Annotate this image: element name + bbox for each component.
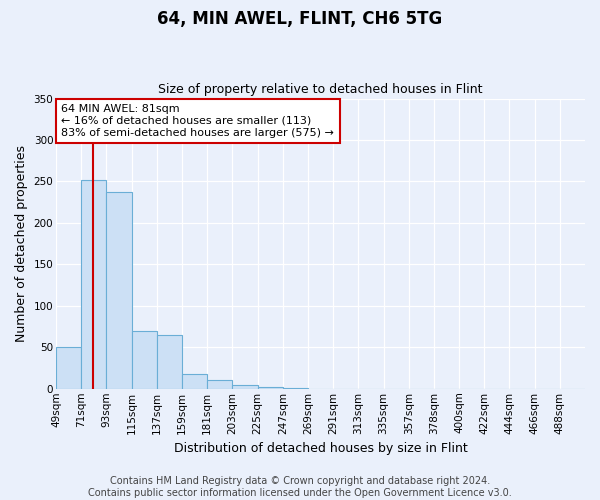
Text: 64, MIN AWEL, FLINT, CH6 5TG: 64, MIN AWEL, FLINT, CH6 5TG [157, 10, 443, 28]
Bar [207, 380, 232, 389]
Title: Size of property relative to detached houses in Flint: Size of property relative to detached ho… [158, 83, 483, 96]
Bar [106, 192, 131, 389]
Bar [232, 384, 257, 389]
Text: 64 MIN AWEL: 81sqm
← 16% of detached houses are smaller (113)
83% of semi-detach: 64 MIN AWEL: 81sqm ← 16% of detached hou… [61, 104, 334, 138]
X-axis label: Distribution of detached houses by size in Flint: Distribution of detached houses by size … [173, 442, 467, 455]
Y-axis label: Number of detached properties: Number of detached properties [15, 145, 28, 342]
Text: Contains HM Land Registry data © Crown copyright and database right 2024.
Contai: Contains HM Land Registry data © Crown c… [88, 476, 512, 498]
Bar [257, 387, 283, 389]
Bar [56, 348, 81, 389]
Bar [131, 330, 157, 389]
Bar [157, 335, 182, 389]
Bar [182, 374, 207, 389]
Bar [283, 388, 308, 389]
Bar [81, 180, 106, 389]
